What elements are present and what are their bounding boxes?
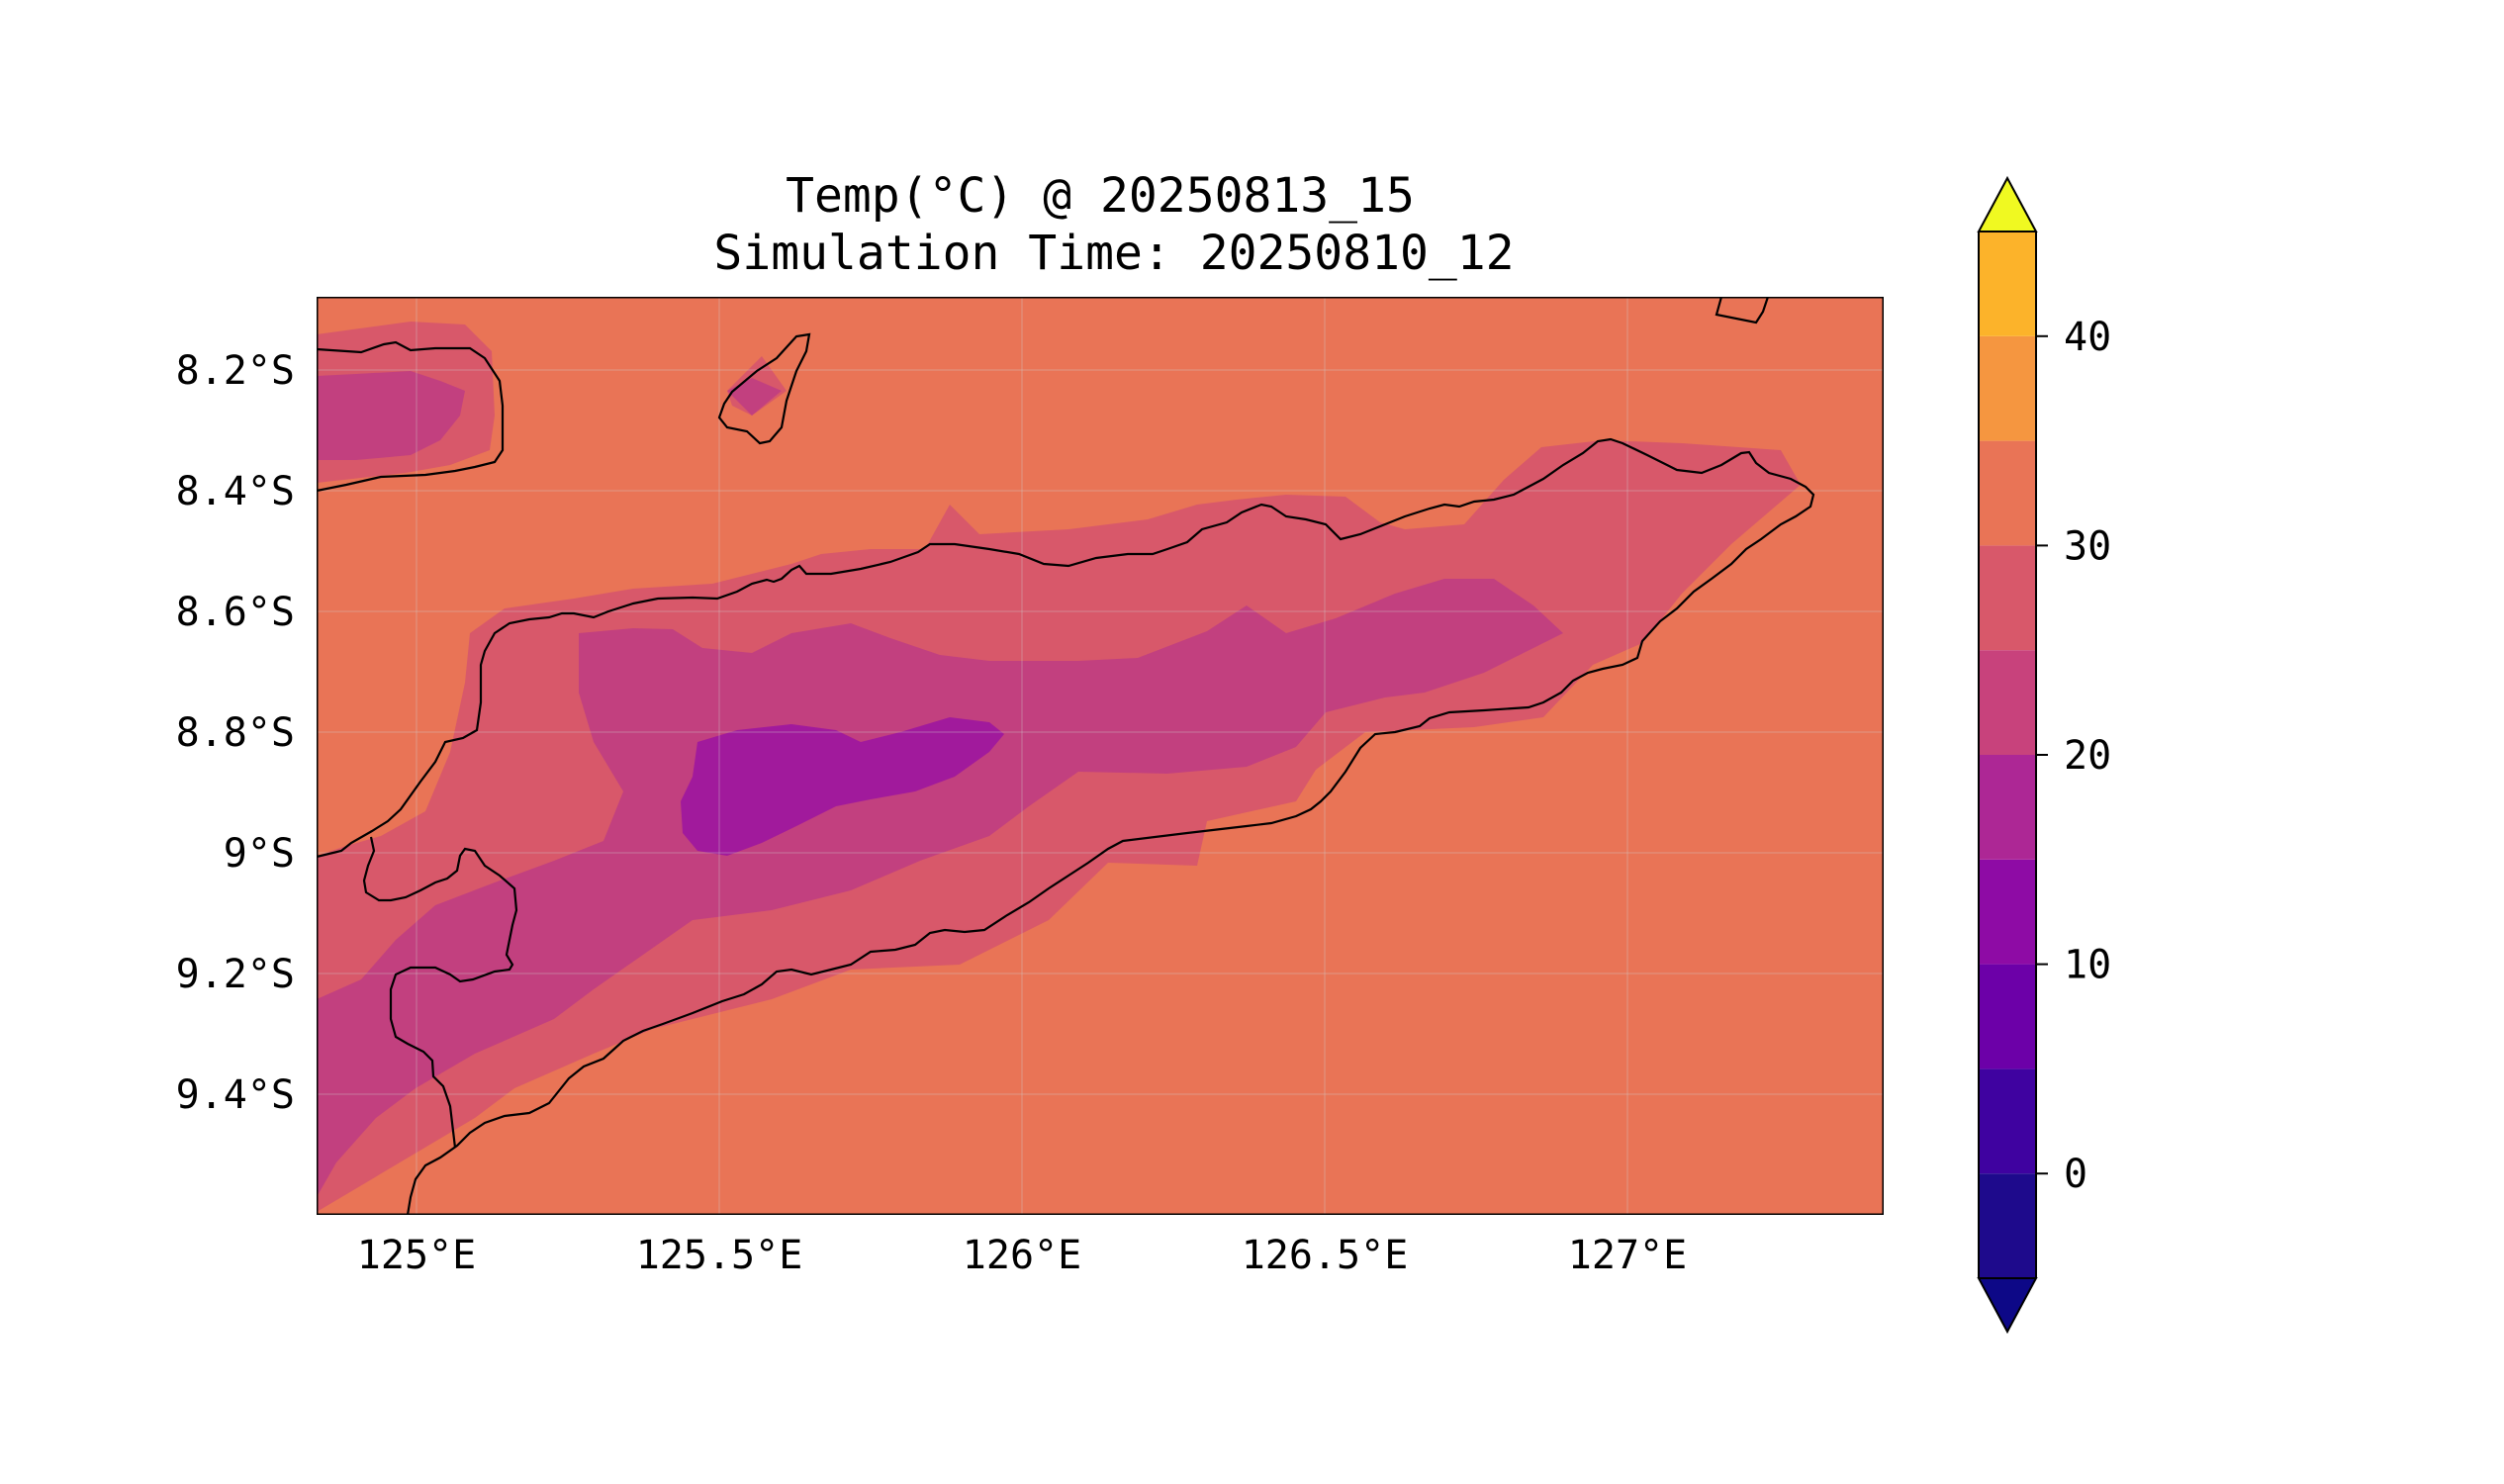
y-tick-label: 8.2°S (176, 348, 295, 394)
colorbar-tick-label: 10 (2064, 943, 2111, 988)
contour-10-15 (681, 717, 1004, 856)
colorbar-segment (1979, 335, 2036, 441)
y-tick-label: 9°S (224, 831, 295, 877)
colorbar-extend-min (1977, 1277, 2038, 1335)
title-line-2: Simulation Time: 20250810_12 (713, 226, 1514, 281)
y-tick-label: 9.2°S (176, 952, 295, 997)
colorbar-segment (1979, 232, 2036, 336)
colorbar-segment (1979, 964, 2036, 1069)
colorbar-segment (1979, 440, 2036, 546)
colorbar-segment (1979, 859, 2036, 965)
colorbar-segment (1979, 650, 2036, 755)
colorbar-segment (1979, 755, 2036, 860)
x-tick-label: 127°E (1568, 1233, 1687, 1278)
y-axis-ticks: 8.2°S 8.4°S 8.6°S 8.8°S 9°S 9.2°S 9.4°S (176, 348, 295, 1118)
colorbar-tick-label: 20 (2064, 733, 2111, 779)
colorbar-segment (1979, 1173, 2036, 1278)
x-tick-label: 126°E (963, 1233, 1081, 1278)
map-panel[interactable] (317, 297, 1884, 1215)
x-tick-label: 125.5°E (636, 1233, 803, 1278)
colorbar-tick-label: 0 (2064, 1152, 2087, 1197)
colorbar-segment (1979, 1068, 2036, 1174)
title-line-1: Temp(°C) @ 20250813_15 (786, 168, 1415, 224)
colorbar-extend-max (1977, 175, 2038, 232)
colorbar-tick-label: 40 (2064, 315, 2111, 360)
colorbar-tick-label: 30 (2064, 523, 2111, 569)
y-tick-label: 8.4°S (176, 469, 295, 514)
colorbar-segment (1979, 545, 2036, 651)
coastlines (317, 297, 1815, 1215)
contour-15-20 (317, 371, 1563, 1197)
y-tick-label: 8.6°S (176, 590, 295, 635)
colorbar: 40 30 20 10 0 (1977, 175, 2111, 1335)
y-tick-label: 9.4°S (176, 1072, 295, 1118)
x-axis-ticks: 125°E 125.5°E 126°E 126.5°E 127°E (357, 1233, 1687, 1278)
x-tick-label: 125°E (357, 1233, 476, 1278)
gridlines (317, 297, 1884, 1215)
x-tick-label: 126.5°E (1242, 1233, 1409, 1278)
y-tick-label: 8.8°S (176, 710, 295, 756)
